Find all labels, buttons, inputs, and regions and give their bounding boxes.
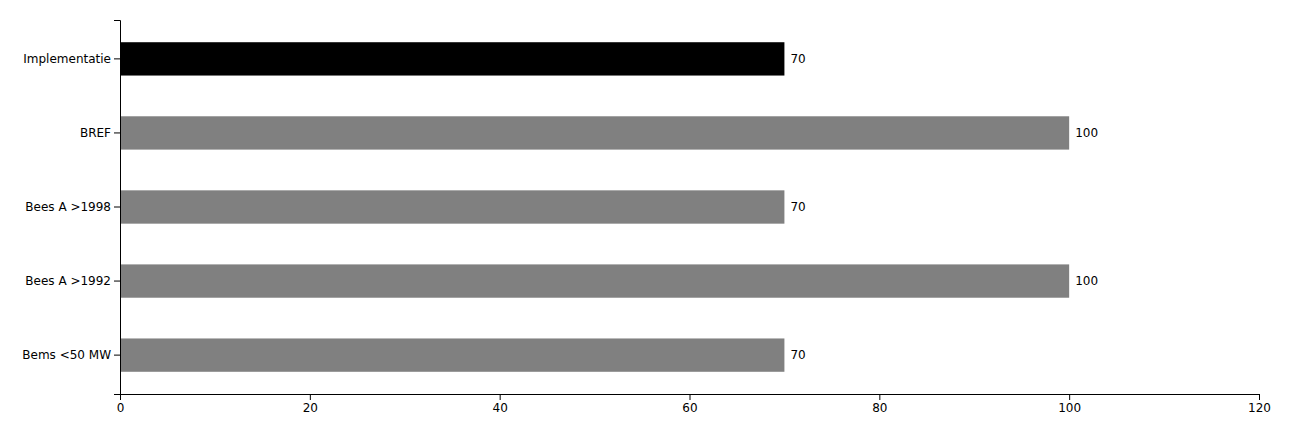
chart-svg: 020406080100120Bems <50 MWBees A >1992Be…	[0, 0, 1299, 434]
y-tick: BREF	[80, 126, 120, 140]
x-tick-label: 0	[117, 401, 125, 415]
y-tick-mark	[114, 281, 120, 282]
x-tick-mark	[310, 394, 311, 400]
bar	[120, 190, 784, 223]
data-labels: 70 100 70 100 70	[790, 52, 1098, 362]
y-tick-label: Bems <50 MW	[22, 348, 111, 362]
y-tick-label: BREF	[80, 126, 111, 140]
x-tick: 60	[682, 394, 697, 415]
x-tick-mark	[879, 394, 880, 400]
bars	[120, 42, 1069, 372]
data-label: 70	[790, 348, 805, 362]
x-tick-mark	[690, 394, 691, 400]
x-tick: 120	[1248, 394, 1271, 415]
y-tick-mark	[114, 58, 120, 59]
bar	[120, 264, 1069, 297]
x-tick-label: 60	[682, 401, 697, 415]
y-tick-label: Bees A >1992	[25, 274, 111, 288]
chart-container: 020406080100120Bems <50 MWBees A >1992Be…	[0, 0, 1299, 434]
data-label: 70	[790, 200, 805, 214]
y-axis: Bems <50 MW Bees A >1992 Bees A >1998 BREF I…	[22, 21, 120, 395]
y-tick: Implementatie	[23, 52, 120, 66]
x-tick-label: 100	[1058, 401, 1081, 415]
plot-area: 020406080100120Bems <50 MWBees A >1992Be…	[22, 21, 1271, 415]
x-tick-label: 80	[872, 401, 887, 415]
y-tick-mark	[114, 355, 120, 356]
y-tick: Bems <50 MW	[22, 348, 120, 362]
y-tick-label: Bees A >1998	[25, 200, 111, 214]
x-axis: 0 20 40 60 80 100 120	[117, 394, 1271, 415]
y-tick: Bees A >1998	[25, 200, 120, 214]
x-tick-label: 20	[303, 401, 318, 415]
x-tick: 0	[117, 394, 125, 415]
x-tick: 80	[872, 394, 887, 415]
y-tick: Bees A >1992	[25, 274, 120, 288]
y-tick-label: Implementatie	[23, 52, 111, 66]
data-label: 100	[1075, 274, 1098, 288]
y-tick-mark	[114, 132, 120, 133]
y-tick-mark	[114, 207, 120, 208]
x-tick-mark	[1259, 394, 1260, 400]
x-tick-mark	[500, 394, 501, 400]
x-tick: 20	[303, 394, 318, 415]
x-tick-mark	[1069, 394, 1070, 400]
x-tick: 40	[493, 394, 508, 415]
x-tick: 100	[1058, 394, 1081, 415]
x-axis-line	[121, 395, 1260, 401]
bar	[120, 42, 784, 75]
data-label: 70	[790, 52, 805, 66]
bar	[120, 338, 784, 371]
x-tick-label: 40	[493, 401, 508, 415]
y-axis-line	[114, 21, 121, 395]
data-label: 100	[1075, 126, 1098, 140]
x-tick-label: 120	[1248, 401, 1271, 415]
bar	[120, 116, 1069, 149]
